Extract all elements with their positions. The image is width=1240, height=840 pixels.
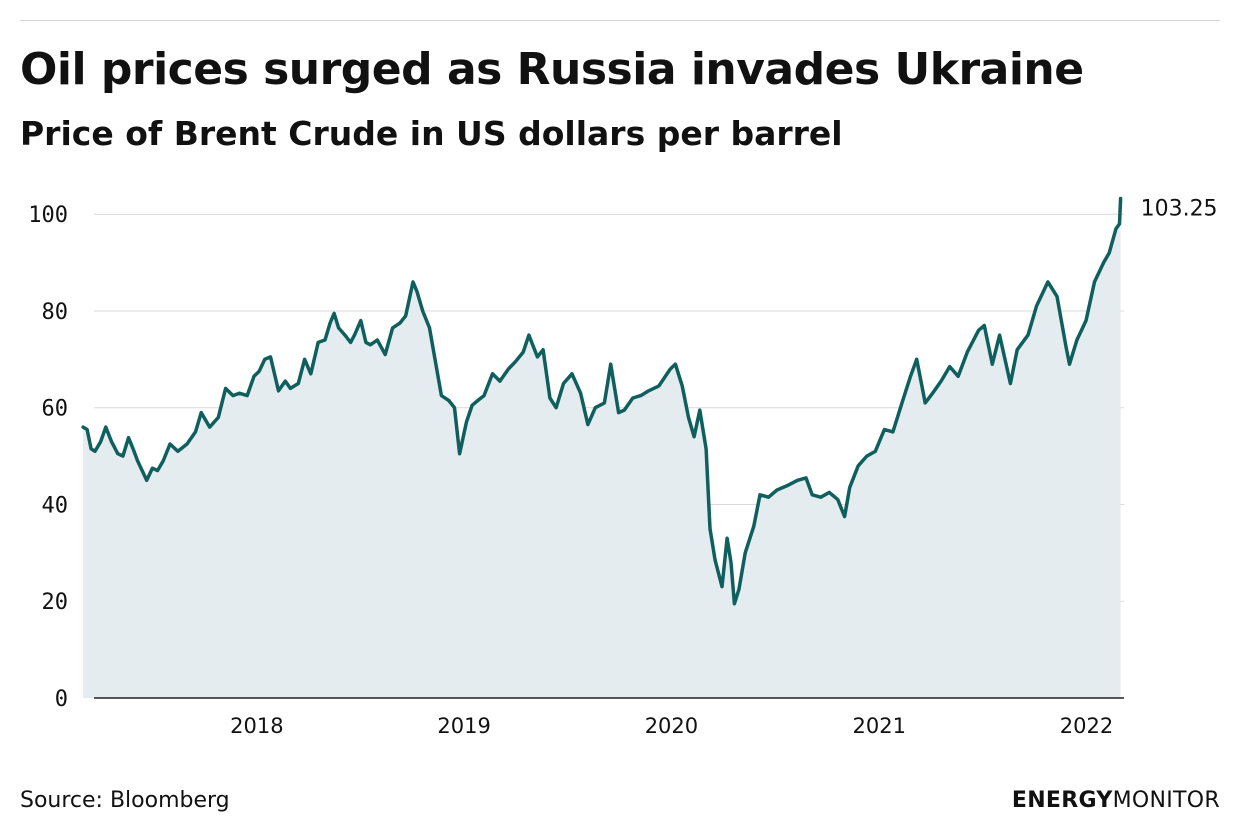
y-tick-label: 80 — [42, 300, 69, 325]
x-tick-label: 2022 — [1060, 714, 1113, 738]
x-axis-labels: 2018 2019 2020 2021 2022 — [230, 714, 1113, 738]
y-tick-label: 100 — [28, 203, 68, 228]
y-tick-label: 40 — [42, 493, 69, 518]
price-area-fill — [83, 198, 1121, 698]
y-tick-label: 0 — [55, 687, 68, 712]
latest-price-label: 103.25 — [1141, 196, 1218, 221]
source-note: Source: Bloomberg — [20, 788, 230, 813]
brand-logo: ENERGYMONITOR — [1012, 788, 1220, 813]
y-tick-label: 20 — [42, 590, 69, 615]
x-tick-label: 2019 — [437, 714, 490, 738]
brand-logo-regular: MONITOR — [1112, 788, 1220, 813]
x-tick-label: 2020 — [645, 714, 698, 738]
x-tick-label: 2018 — [230, 714, 283, 738]
chart-title: Oil prices surged as Russia invades Ukra… — [20, 44, 1084, 95]
price-line — [81, 196, 1123, 606]
top-rule — [20, 20, 1220, 21]
y-tick-label: 60 — [42, 397, 69, 422]
chart-subtitle: Price of Brent Crude in US dollars per b… — [20, 114, 843, 153]
brand-logo-bold: ENERGY — [1011, 788, 1113, 813]
y-axis-labels: 0 20 40 60 80 100 — [28, 203, 68, 712]
x-tick-label: 2021 — [853, 714, 906, 738]
